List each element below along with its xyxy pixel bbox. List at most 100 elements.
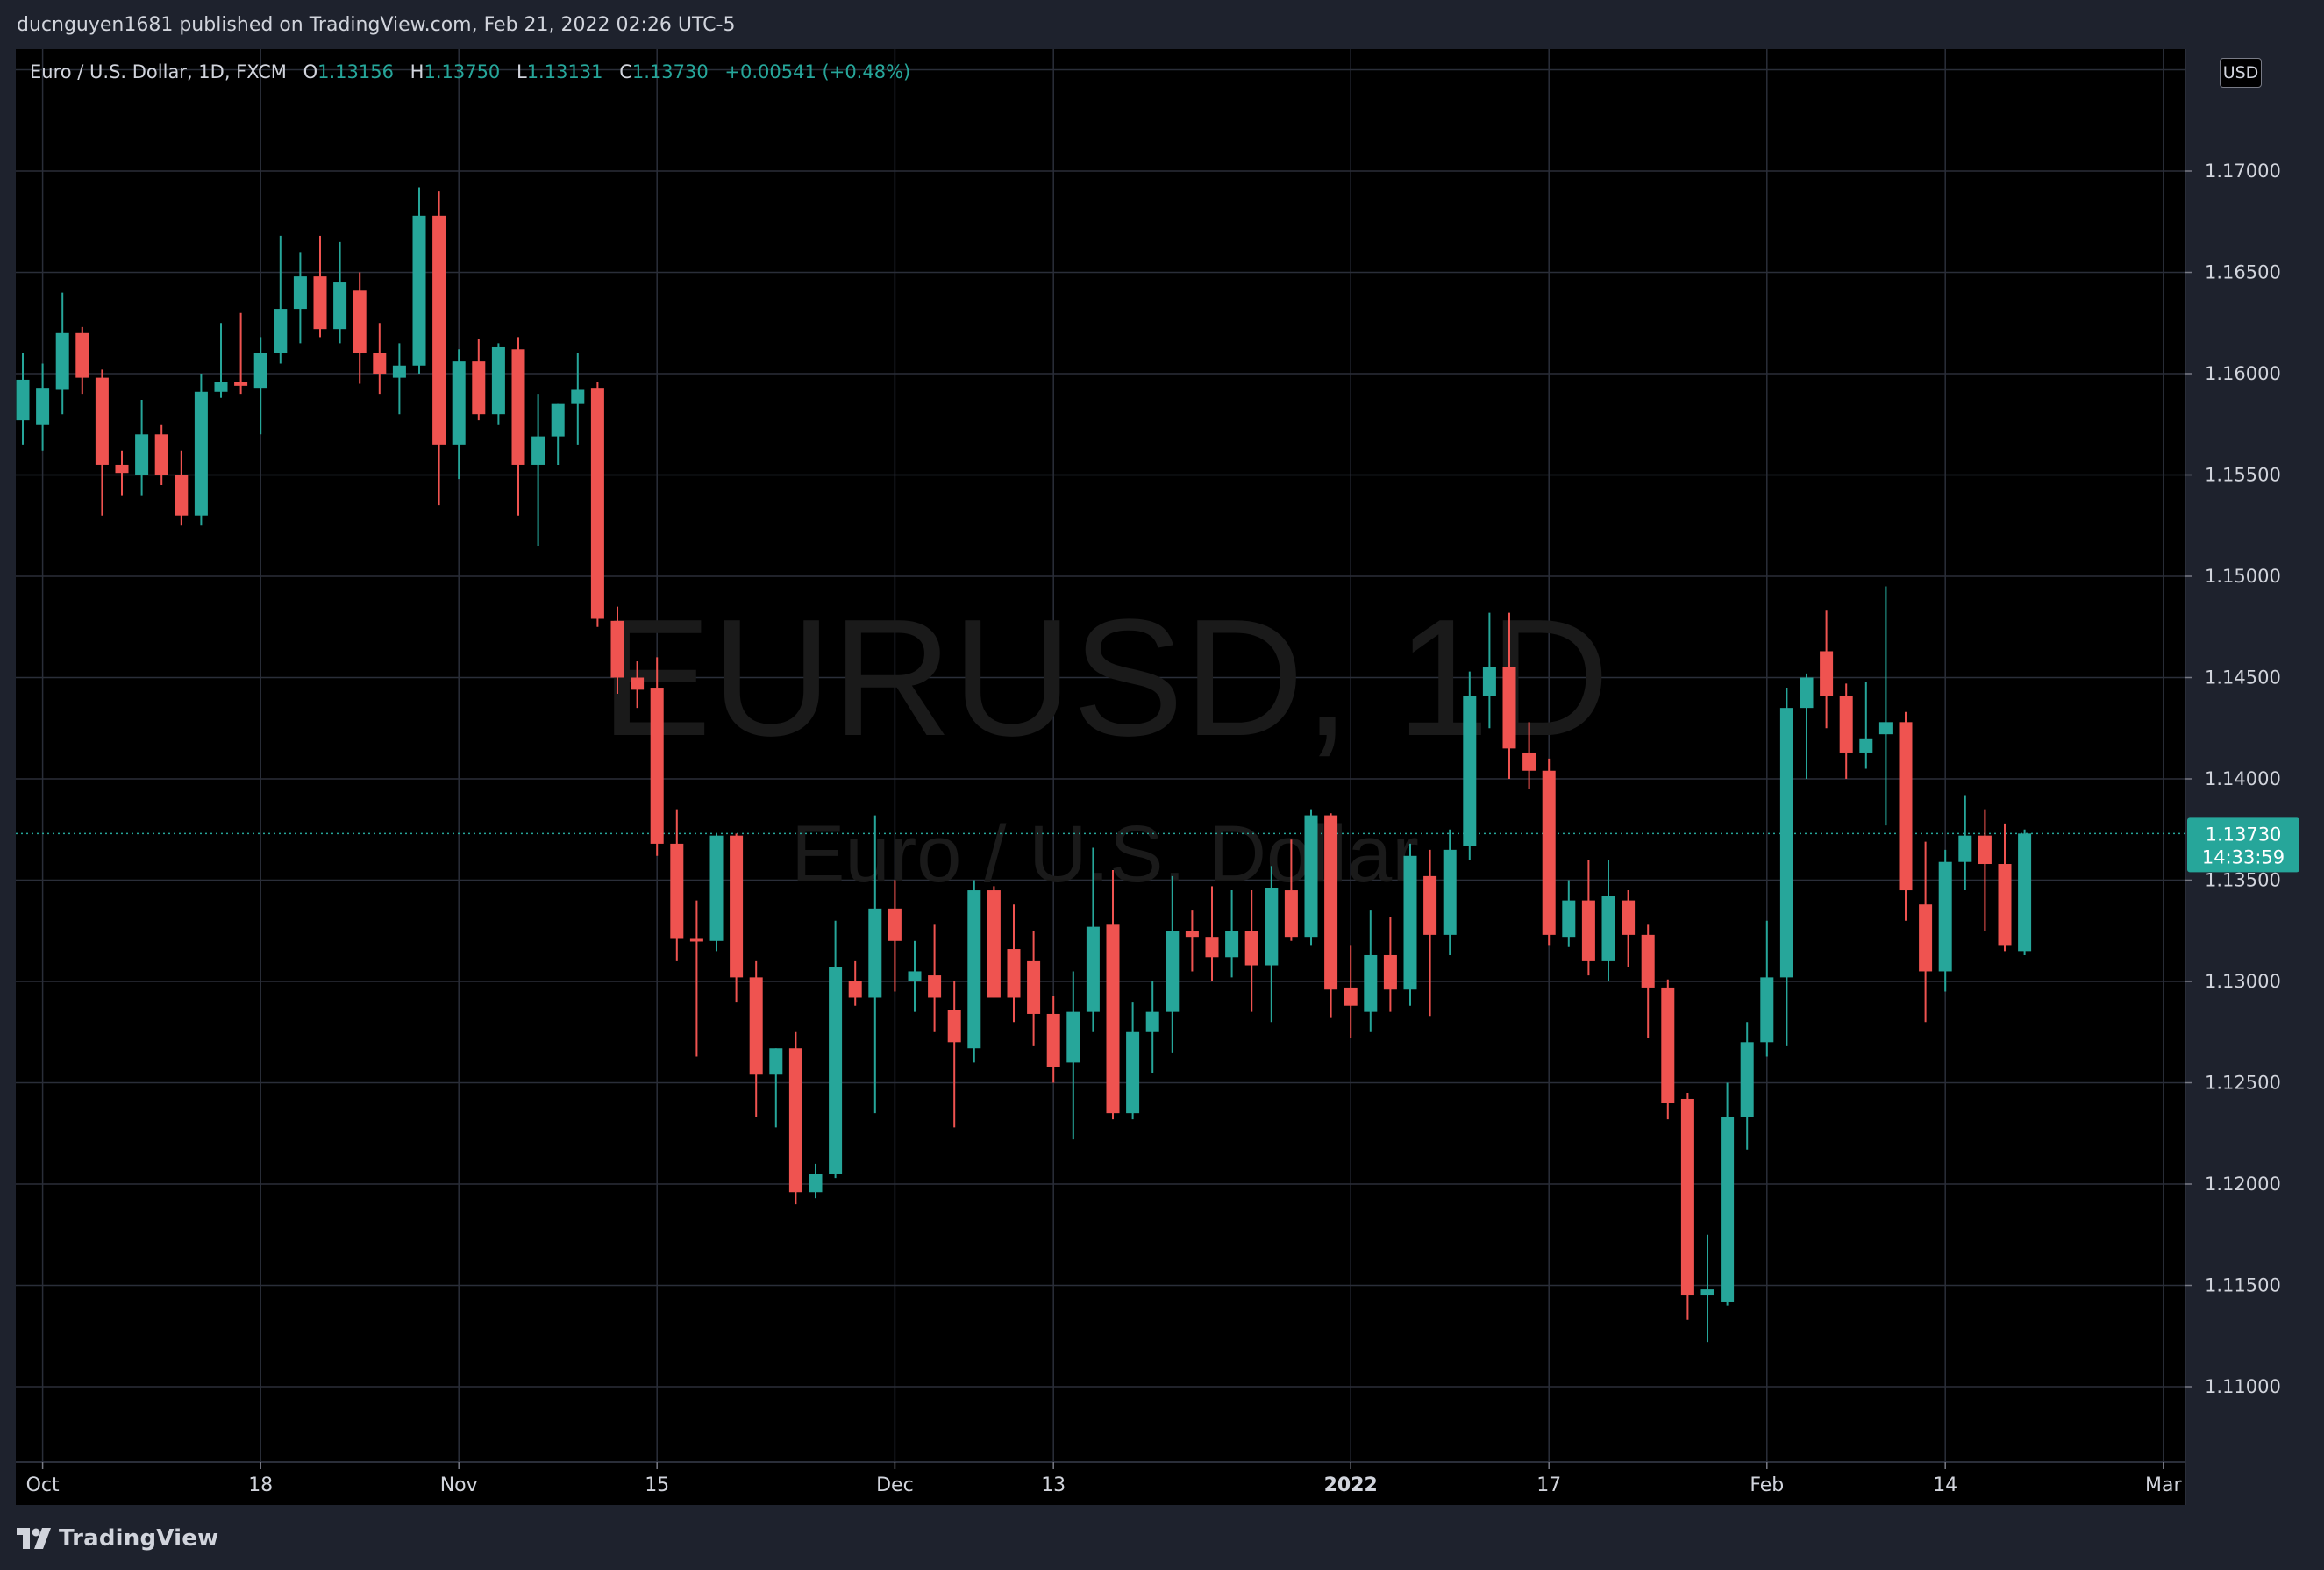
candle-body <box>1482 667 1496 696</box>
high-value: 1.13750 <box>424 61 501 82</box>
candle <box>1581 860 1595 976</box>
candle <box>1502 612 1516 779</box>
candle-body <box>1225 931 1239 958</box>
candle <box>650 657 664 856</box>
candle <box>809 1163 823 1199</box>
price-axis[interactable]: 1.11000 1.11500 1.12000 1.12500 1.13000 1.135… <box>2185 161 2281 1397</box>
candle <box>511 337 525 516</box>
candle-body <box>1899 722 1913 891</box>
candle <box>848 960 862 1006</box>
candle <box>908 940 922 1012</box>
candle <box>115 450 129 496</box>
candle <box>610 606 624 694</box>
price-tick-label: 1.13000 <box>2205 971 2281 992</box>
change-value: +0.00541 (+0.48%) <box>724 61 911 82</box>
price-tick-label: 1.16500 <box>2205 262 2281 283</box>
last-price-value: 1.13730 <box>2206 824 2282 845</box>
candle <box>333 241 347 344</box>
close-value: 1.13730 <box>631 61 709 82</box>
candle <box>293 252 307 344</box>
candle-body <box>194 391 208 516</box>
candle <box>788 1031 802 1205</box>
candle-body <box>75 332 89 378</box>
candle <box>16 353 30 445</box>
candle-body <box>1027 960 1041 1014</box>
chart[interactable]: EURUSD, 1D Euro / U.S. Dollar 1.110001.1… <box>0 0 2324 1505</box>
candle-body <box>135 434 149 475</box>
candle-body <box>1066 1011 1080 1063</box>
candle-body <box>1284 890 1298 938</box>
candle-body <box>1244 931 1258 966</box>
candle <box>1225 890 1239 978</box>
candle <box>353 272 367 384</box>
published-by-text: ducnguyen1681 published on TradingView.c… <box>17 14 736 36</box>
candle <box>1680 1093 1694 1320</box>
candle <box>1820 610 1834 729</box>
candle <box>1046 996 1060 1083</box>
candle-body <box>1820 651 1834 696</box>
candles <box>16 187 2032 1343</box>
candle <box>1661 979 1675 1120</box>
candle-body <box>1383 954 1397 990</box>
price-tick-label: 1.16000 <box>2205 363 2281 384</box>
candle <box>1978 809 1992 931</box>
chart-background <box>16 49 2185 1505</box>
candle <box>432 191 446 506</box>
candle <box>313 235 327 338</box>
candle <box>987 886 1001 998</box>
candle <box>1205 886 1219 981</box>
candle-body <box>1859 738 1873 753</box>
time-axis[interactable]: Oct 18 Nov 15 Dec 13 2022 17 Feb 14 Mar <box>26 1462 2183 1496</box>
candle <box>1086 847 1100 1032</box>
candle <box>1304 809 1318 946</box>
tradingview-brand: TradingView <box>59 1525 219 1552</box>
candle <box>829 920 843 1179</box>
candle-body <box>987 890 1001 998</box>
candle-body <box>1463 696 1477 846</box>
candle-body <box>631 677 645 690</box>
time-tick-label: Oct <box>26 1474 60 1496</box>
candle-body <box>650 688 664 844</box>
candle <box>1958 795 1972 891</box>
candle <box>1423 849 1437 1017</box>
time-tick-label: Feb <box>1750 1474 1784 1496</box>
candle <box>491 343 505 425</box>
candle-body <box>1086 926 1100 1012</box>
candle <box>1364 910 1378 1032</box>
low-value: 1.13131 <box>526 61 603 82</box>
tradingview-logo[interactable]: TradingView <box>17 1524 218 1552</box>
last-price-label-bg <box>2187 817 2299 873</box>
candle <box>1244 890 1258 1012</box>
price-tick-label: 1.11500 <box>2205 1275 2281 1296</box>
candle <box>135 400 149 496</box>
time-tick-label: Dec <box>876 1474 914 1496</box>
candle <box>1641 924 1655 1038</box>
candle-body <box>769 1048 783 1075</box>
candle-body <box>1641 934 1655 988</box>
candle-body <box>571 389 585 404</box>
candle <box>1344 945 1358 1038</box>
candle-body <box>373 353 387 374</box>
candle-body <box>1522 752 1536 771</box>
time-tick-label: 13 <box>1041 1474 1066 1496</box>
publisher-header: ducnguyen1681 published on TradingView.c… <box>0 0 2324 51</box>
candle <box>1106 869 1120 1120</box>
candle-body <box>1919 904 1933 972</box>
candle <box>1601 860 1615 981</box>
candle-body <box>1126 1031 1140 1114</box>
candle <box>1265 866 1279 1023</box>
candle <box>709 833 724 952</box>
symbol-legend[interactable]: Euro / U.S. Dollar, 1D, FXCM O1.13156 H1… <box>30 61 910 82</box>
candle-body <box>967 890 981 1049</box>
candle-body <box>531 436 545 465</box>
candle-body <box>1502 667 1516 749</box>
currency-button[interactable]: USD <box>2220 58 2262 88</box>
candle-body <box>1800 677 1814 709</box>
candle-body <box>1581 900 1595 961</box>
candle-body <box>1839 696 1853 753</box>
open-value: 1.13156 <box>317 61 394 82</box>
candle-body <box>491 346 505 415</box>
candle <box>412 187 426 374</box>
candle <box>1403 843 1417 1006</box>
candle-body <box>274 309 288 353</box>
